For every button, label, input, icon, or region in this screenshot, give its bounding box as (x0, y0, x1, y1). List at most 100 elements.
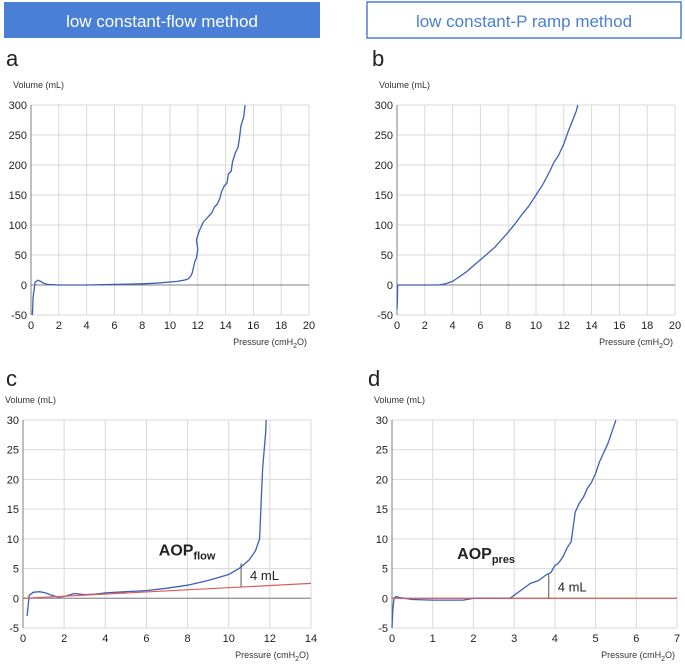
y-tick-label: 25 (7, 445, 19, 457)
x-tick-label: 8 (505, 320, 511, 332)
x-axis-label: Pressure (cmH2O) (235, 650, 309, 663)
y-tick-label: 300 (375, 100, 393, 112)
panel-letter: b (372, 46, 384, 71)
x-tick-label: 10 (530, 320, 542, 332)
right-method-title: low constant-P ramp method (416, 12, 632, 31)
y-tick-label: 100 (9, 220, 27, 232)
y-tick-label: 20 (376, 474, 388, 486)
pv-curve (391, 419, 617, 629)
y-tick-label: 250 (375, 130, 393, 142)
y-tick-label: 15 (376, 504, 388, 516)
x-tick-label: 0 (28, 320, 34, 332)
y-axis-label: Volume (mL) (5, 395, 56, 405)
panel-letter: c (6, 366, 17, 391)
x-tick-label: 8 (185, 633, 191, 645)
y-tick-label: 5 (13, 564, 19, 576)
y-tick-label: 150 (375, 190, 393, 202)
y-tick-label: -5 (9, 623, 19, 635)
y-tick-label: 50 (15, 250, 27, 262)
x-tick-label: 6 (111, 320, 117, 332)
x-tick-label: 2 (56, 320, 62, 332)
left-method-title: low constant-flow method (66, 12, 258, 31)
x-tick-label: 2 (61, 633, 67, 645)
x-axis-label: Pressure (cmH2O) (599, 337, 673, 350)
x-tick-label: 12 (264, 633, 276, 645)
y-tick-label: 0 (21, 280, 27, 292)
y-axis-label: Volume (mL) (13, 80, 64, 90)
y-tick-label: 30 (7, 415, 19, 427)
y-tick-label: 0 (387, 280, 393, 292)
x-axis-label: Pressure (cmH2O) (601, 650, 675, 663)
y-axis-label: Volume (mL) (374, 395, 425, 405)
y-tick-label: 0 (13, 593, 19, 605)
x-tick-label: 12 (558, 320, 570, 332)
y-tick-label: 30 (376, 415, 388, 427)
x-tick-label: 4 (450, 320, 456, 332)
y-tick-label: 0 (382, 593, 388, 605)
x-tick-label: 0 (389, 633, 395, 645)
x-tick-label: 1 (430, 633, 436, 645)
y-tick-label: 5 (382, 564, 388, 576)
pv-curve (396, 104, 579, 310)
x-tick-label: 14 (585, 320, 597, 332)
x-tick-label: 6 (633, 633, 639, 645)
y-tick-label: 10 (7, 534, 19, 546)
x-tick-label: 4 (102, 633, 108, 645)
x-tick-label: 14 (305, 633, 317, 645)
x-tick-label: 2 (422, 320, 428, 332)
y-tick-label: 300 (9, 100, 27, 112)
x-tick-label: 16 (247, 320, 259, 332)
marker-label: 4 mL (250, 568, 279, 583)
x-tick-label: 12 (192, 320, 204, 332)
marker-label: 4 mL (558, 579, 587, 594)
x-tick-label: 20 (303, 320, 315, 332)
left-method-banner (4, 2, 320, 38)
pv-curve (26, 419, 267, 617)
x-tick-label: 4 (84, 320, 90, 332)
y-tick-label: -50 (11, 310, 27, 322)
aop-label: AOPpres (457, 546, 515, 566)
y-tick-label: 100 (375, 220, 393, 232)
x-tick-label: 16 (613, 320, 625, 332)
x-tick-label: 8 (139, 320, 145, 332)
y-tick-label: -50 (377, 310, 393, 322)
y-tick-label: 25 (376, 445, 388, 457)
x-axis-label: Pressure (cmH2O) (233, 337, 307, 350)
y-tick-label: 200 (375, 160, 393, 172)
pv-curve (31, 104, 246, 316)
x-tick-label: 2 (470, 633, 476, 645)
y-tick-label: 20 (7, 474, 19, 486)
y-tick-label: 10 (376, 534, 388, 546)
aop-label: AOPflow (159, 542, 216, 562)
x-tick-label: 0 (394, 320, 400, 332)
x-tick-label: 14 (219, 320, 231, 332)
x-tick-label: 3 (511, 633, 517, 645)
x-tick-label: 6 (143, 633, 149, 645)
y-tick-label: 50 (381, 250, 393, 262)
fit-line (22, 582, 312, 599)
y-axis-label: Volume (mL) (379, 80, 430, 90)
y-tick-label: 15 (7, 504, 19, 516)
x-tick-label: 10 (164, 320, 176, 332)
panel-letter: d (368, 366, 380, 391)
x-tick-label: 7 (674, 633, 680, 645)
x-tick-label: 0 (20, 633, 26, 645)
y-tick-label: 150 (9, 190, 27, 202)
x-tick-label: 20 (669, 320, 681, 332)
x-tick-label: 4 (552, 633, 558, 645)
y-tick-label: 250 (9, 130, 27, 142)
x-tick-label: 5 (593, 633, 599, 645)
x-tick-label: 10 (223, 633, 235, 645)
y-tick-label: 200 (9, 160, 27, 172)
x-tick-label: 6 (477, 320, 483, 332)
y-tick-label: -5 (378, 623, 388, 635)
x-tick-label: 18 (641, 320, 653, 332)
x-tick-label: 18 (275, 320, 287, 332)
panel-letter: a (6, 46, 19, 71)
right-method-banner (366, 1, 682, 39)
